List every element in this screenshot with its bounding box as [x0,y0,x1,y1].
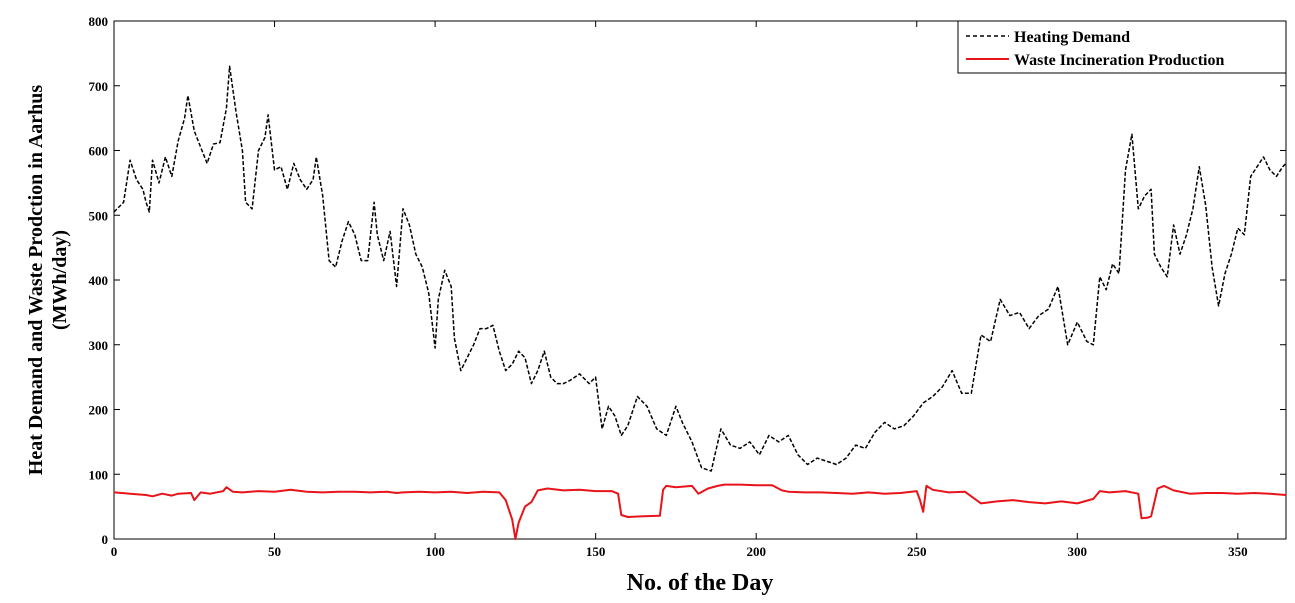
y-tick-label-300: 300 [89,338,109,353]
x-axis-label: No. of the Day [627,570,774,596]
x-tick-label-150: 150 [586,544,606,559]
plot-frame [113,20,1287,540]
heating-demand-line [113,65,1287,472]
x-tick-label-350: 350 [1228,544,1248,559]
x-tick-label-300: 300 [1068,544,1088,559]
y-tick-label-500: 500 [89,208,109,223]
y-tick-label-0: 0 [102,532,109,547]
y-tick-label-400: 400 [89,273,109,288]
x-tick-label-250: 250 [907,544,927,559]
y-tick-label-700: 700 [89,79,109,94]
legend-label-waste-incineration: Waste Incineration Production [1014,52,1224,69]
legend-box [957,20,1287,74]
ticks-layer: 0 50 100 150 200 250 300 350 0 100 200 300 400 500 600… [89,14,1286,559]
waste-incineration-production-line [113,483,1287,540]
x-tick-label-0: 0 [111,544,118,559]
legend-label-heating-demand: Heating Demand [1014,29,1130,46]
x-tick-label-50: 50 [268,544,281,559]
x-tick-label-200: 200 [746,544,766,559]
x-tick-label-100: 100 [425,544,445,559]
y-axis-label-line1: Heat Demand and Waste Prodction in Aarhu… [25,85,47,476]
y-axis-label-line2: (MWh/day) [49,230,71,330]
legend: Heating Demand Waste Incineration Produc… [957,20,1287,74]
y-tick-label-800: 800 [89,14,109,29]
series-layer [113,65,1287,540]
y-tick-label-200: 200 [89,403,109,418]
y-tick-label-100: 100 [89,467,109,482]
y-tick-label-600: 600 [89,144,109,159]
